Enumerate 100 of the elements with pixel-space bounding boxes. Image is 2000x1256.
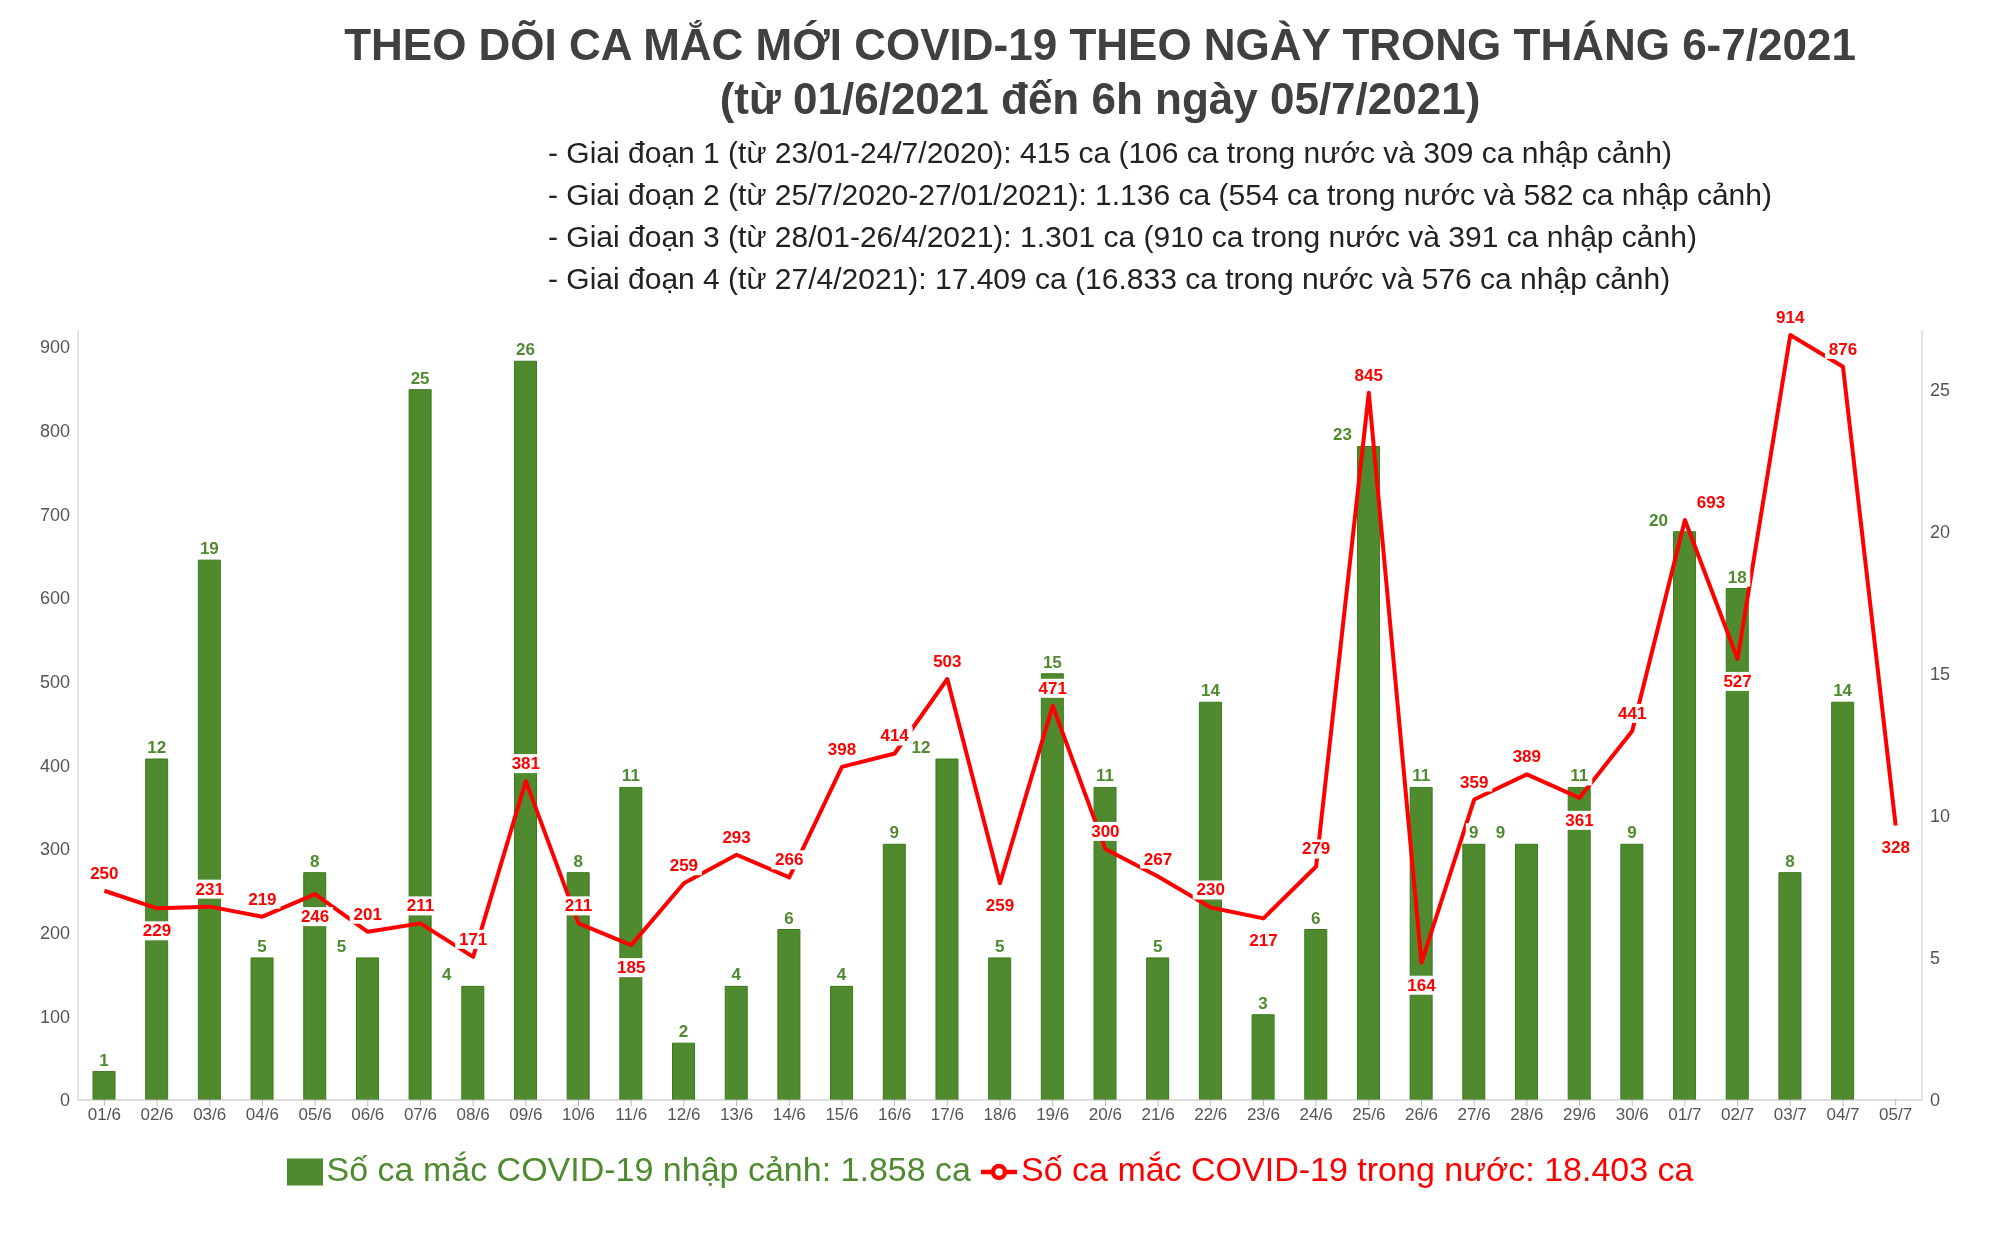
data-label: 471 bbox=[1038, 678, 1067, 698]
bar bbox=[1725, 588, 1749, 1100]
text: - Giai đoạn 2 (từ 25/7/2020-27/01/2021): 1.136 ca (554 ca trong nước và 582 ca nhập cảnh) bbox=[548, 177, 1773, 213]
data-label: 4 bbox=[731, 965, 742, 985]
x-tick-label: 16/6 bbox=[878, 1105, 912, 1125]
y-tick-label: 700 bbox=[39, 504, 70, 525]
data-label: 2 bbox=[678, 1022, 689, 1042]
x-tick-label: 21/6 bbox=[1141, 1105, 1175, 1125]
y2-tick-label: 15 bbox=[1930, 664, 1951, 685]
bar bbox=[1673, 531, 1697, 1100]
x-tick-label: 14/6 bbox=[772, 1105, 806, 1125]
data-label: 11 bbox=[1096, 766, 1115, 786]
data-label: 259 bbox=[985, 896, 1015, 916]
data-label: 211 bbox=[406, 896, 435, 916]
data-label: 217 bbox=[1249, 931, 1278, 951]
x-tick-label: 11/6 bbox=[615, 1105, 648, 1125]
y2-tick-label: 10 bbox=[1930, 806, 1951, 827]
data-label: 6 bbox=[784, 908, 794, 928]
y2-tick-label: 0 bbox=[1930, 1090, 1941, 1111]
data-label: 6 bbox=[1311, 908, 1321, 928]
x-tick-label: 07/6 bbox=[403, 1105, 437, 1125]
bar bbox=[355, 957, 379, 1100]
x-tick-label: 03/6 bbox=[193, 1105, 227, 1125]
data-label: 231 bbox=[195, 879, 224, 899]
data-label: 246 bbox=[300, 907, 330, 927]
x-tick-label: 01/6 bbox=[87, 1105, 121, 1125]
y-tick-label: 300 bbox=[39, 839, 70, 860]
text: - Giai đoạn 3 (từ 28/01-26/4/2021): 1.301 ca (910 ca trong nước và 391 ca nhập cảnh) bbox=[548, 219, 1698, 255]
data-label: 328 bbox=[1881, 838, 1910, 858]
x-tick-label: 22/6 bbox=[1194, 1105, 1228, 1125]
data-label: 229 bbox=[142, 921, 172, 941]
y-tick-label: 500 bbox=[39, 671, 70, 692]
y-tick-label: 400 bbox=[39, 755, 70, 776]
y2-tick-label: 5 bbox=[1930, 948, 1941, 969]
y2-tick-label: 25 bbox=[1930, 380, 1951, 401]
data-label: 14 bbox=[1833, 681, 1853, 701]
data-label: 11 bbox=[1412, 766, 1431, 786]
bar bbox=[92, 1071, 116, 1100]
x-tick-label: 05/7 bbox=[1879, 1105, 1913, 1125]
x-tick-label: 23/6 bbox=[1246, 1105, 1280, 1125]
x-tick-label: 13/6 bbox=[720, 1105, 754, 1125]
data-label: 5 bbox=[257, 936, 267, 956]
data-label: 8 bbox=[573, 851, 583, 871]
x-tick-label: 29/6 bbox=[1563, 1105, 1597, 1125]
x-tick-label: 04/7 bbox=[1826, 1105, 1860, 1125]
data-label: 250 bbox=[90, 863, 119, 883]
x-tick-label: 19/6 bbox=[1036, 1105, 1070, 1125]
bar bbox=[882, 843, 906, 1100]
bar bbox=[724, 985, 748, 1100]
y-tick-label: 900 bbox=[39, 337, 70, 358]
data-label: 3 bbox=[1258, 993, 1268, 1013]
data-label: 14 bbox=[1200, 681, 1221, 701]
data-label: 26 bbox=[516, 340, 535, 360]
data-label: 5 bbox=[1152, 936, 1163, 956]
data-label: 398 bbox=[827, 739, 857, 759]
bar bbox=[1515, 843, 1539, 1100]
data-label: 164 bbox=[1407, 975, 1437, 995]
data-label: 18 bbox=[1727, 567, 1747, 587]
x-tick-label: 02/6 bbox=[140, 1105, 174, 1125]
bar bbox=[830, 985, 854, 1100]
y-tick-label: 0 bbox=[59, 1090, 70, 1111]
x-tick-label: 02/7 bbox=[1721, 1105, 1755, 1125]
x-tick-label: 01/7 bbox=[1668, 1105, 1702, 1125]
x-tick-label: 12/6 bbox=[667, 1105, 701, 1125]
data-label: 9 bbox=[889, 823, 900, 843]
bar bbox=[672, 1042, 696, 1100]
data-label: 381 bbox=[511, 754, 541, 774]
data-label: 11 bbox=[1570, 766, 1589, 786]
bar bbox=[1462, 843, 1486, 1100]
legend-label: Số ca mắc COVID-19 trong nước: 18.403 ca bbox=[1021, 1149, 1694, 1188]
data-label: 361 bbox=[1565, 810, 1594, 830]
data-label: 8 bbox=[1785, 851, 1795, 871]
x-tick-label: 05/6 bbox=[298, 1105, 332, 1125]
x-tick-label: 15/6 bbox=[825, 1105, 859, 1125]
text: - Giai đoạn 4 (từ 27/4/2021): 17.409 ca (16.833 ca trong nước và 576 ca nhập cảnh) bbox=[548, 261, 1672, 297]
data-label: 693 bbox=[1696, 492, 1726, 512]
bar bbox=[461, 985, 485, 1100]
data-label: 279 bbox=[1301, 839, 1331, 859]
data-label: 171 bbox=[458, 929, 488, 949]
x-tick-label: 30/6 bbox=[1615, 1105, 1649, 1125]
text: - Giai đoạn 1 (từ 23/01-24/7/2020): 415 ca (106 ca trong nước và 309 ca nhập cảnh) bbox=[548, 135, 1673, 171]
bar bbox=[1146, 957, 1170, 1100]
x-tick-label: 26/6 bbox=[1404, 1105, 1439, 1125]
data-label: 359 bbox=[1459, 772, 1489, 792]
y-tick-label: 200 bbox=[39, 922, 70, 943]
data-label: 12 bbox=[911, 738, 931, 758]
data-label: 23 bbox=[1333, 425, 1352, 445]
data-label: 19 bbox=[199, 539, 219, 559]
data-label: 527 bbox=[1723, 671, 1752, 691]
data-label: 201 bbox=[353, 904, 382, 924]
x-tick-label: 03/7 bbox=[1773, 1105, 1807, 1125]
data-label: 300 bbox=[1091, 821, 1120, 841]
data-label: 4 bbox=[836, 965, 847, 985]
x-tick-label: 27/6 bbox=[1457, 1105, 1491, 1125]
data-label: 9 bbox=[1627, 823, 1637, 843]
data-label: 259 bbox=[669, 856, 699, 876]
data-label: 15 bbox=[1042, 652, 1062, 672]
data-label: 4 bbox=[442, 965, 453, 985]
data-label: 414 bbox=[880, 726, 910, 746]
data-label: 845 bbox=[1354, 365, 1383, 385]
